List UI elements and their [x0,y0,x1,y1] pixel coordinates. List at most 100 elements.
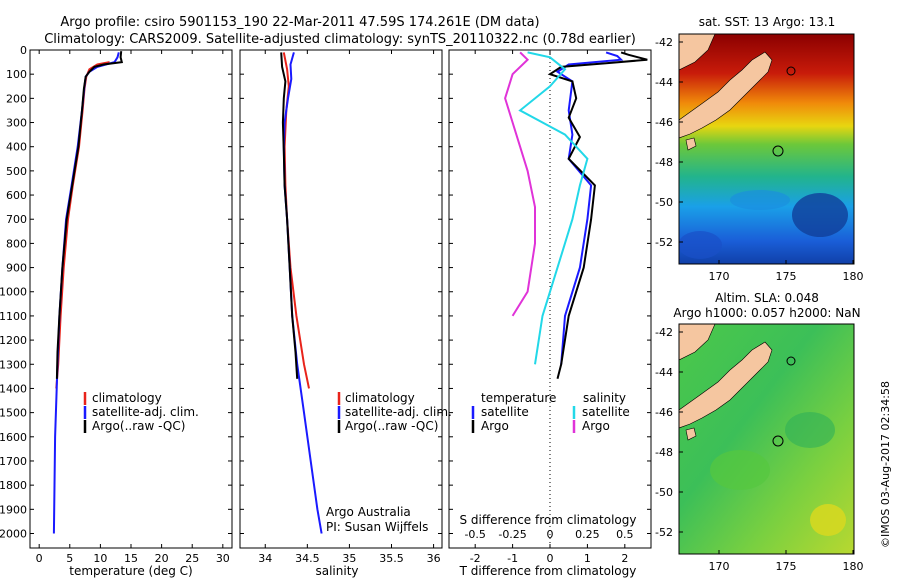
sla-map-axes: -42 -44 -46 -48 -50 -52 170 175 180 [655,326,863,573]
depth-tick-label: 1500 [0,407,27,420]
argo-location-marker [772,145,784,157]
header-line-1: Argo profile: csiro 5901153_190 22-Mar-2… [60,15,539,30]
difference-series-salinity-satellite [518,51,589,365]
difference-xtick-label: 2 [621,552,628,565]
lat-tick-label: -46 [655,116,673,129]
salinity-annotation-1: Argo Australia [326,505,411,519]
depth-tick-label: 1700 [0,455,27,468]
temperature-panel: 0 5 10 15 20 25 30 [36,50,230,565]
salinity-xtick-label: 36 [427,552,441,565]
depth-tick-label: 500 [6,165,27,178]
lat-tick-label: -50 [655,486,673,499]
legend-salinity-title: salinity [583,391,626,405]
sla-map-title-2: Argo h1000: 0.057 h2000: NaN [673,306,860,320]
legend-t-satellite: satellite [481,405,529,419]
difference-xtick-label: -2 [470,552,481,565]
lon-tick-label: 180 [843,560,864,573]
depth-tick-label: 600 [6,189,27,202]
lat-tick-label: -52 [655,526,673,539]
depth-tick-label: 1800 [0,479,27,492]
legend-climatology-label: climatology [345,391,415,405]
lat-tick-label: -48 [655,156,673,169]
depth-tick-label: 400 [6,141,27,154]
sst-map-title: sat. SST: 13 Argo: 13.1 [699,15,836,29]
depth-tick-label: 1900 [0,503,27,516]
legend-s-satellite: satellite [582,405,630,419]
depth-tick-label: 0 [20,44,27,57]
lat-tick-label: -48 [655,446,673,459]
difference-stick-label: 0.5 [616,528,634,541]
difference-xlabel: T difference from climatology [459,564,637,578]
difference-stick-label: -0.25 [498,528,526,541]
legend-t-argo: Argo [481,419,509,433]
difference-xtick-label: 1 [584,552,591,565]
lon-tick-label: 175 [776,270,797,283]
legend-s-argo: Argo [582,419,610,433]
salinity-xlabel: salinity [315,564,358,578]
difference-series-salinity-argo [504,51,536,317]
depth-tick-label: 700 [6,213,27,226]
difference-series-temperature-satellite [555,51,624,365]
difference-stick-label: -0.5 [464,528,485,541]
legend-climatology-label: climatology [92,391,162,405]
depth-axis: 0 100 200 300 400 500 600 700 800 900 1000 1100 1200… [0,44,651,540]
sla-map [679,324,854,554]
lat-tick-label: -42 [655,36,673,49]
temperature-series-argo-raw-qc- [55,51,124,379]
lon-tick-label: 175 [776,560,797,573]
difference-legend: temperature satellite Argo salinity sate… [471,391,630,433]
temperature-series-climatology [55,61,110,389]
depth-tick-label: 300 [6,117,27,130]
lon-tick-label: 170 [709,270,730,283]
salinity-xtick-label: 34.5 [295,552,320,565]
temperature-xtick-label: 10 [93,552,107,565]
depth-tick-label: 1100 [0,310,27,323]
land-south-island [679,51,773,139]
lat-tick-label: -44 [655,76,673,89]
temperature-xtick-label: 0 [36,552,43,565]
difference-xlabel-top: S difference from climatology [460,513,637,527]
legend-satellite-label: satellite-adj. clim. [345,405,452,419]
legend-satellite-label: satellite-adj. clim. [92,405,199,419]
sst-map [679,34,854,264]
temperature-series-satellite-adj-clim- [52,52,120,534]
legend-temperature-title: temperature [481,391,556,405]
legend-argo-label: Argo(..raw -QC) [345,419,438,433]
difference-xtick-label: -1 [507,552,518,565]
lat-tick-label: -52 [655,236,673,249]
depth-tick-label: 1000 [0,286,27,299]
depth-tick-label: 1300 [0,358,27,371]
salinity-series-satellite-adj-clim- [282,52,323,534]
salinity-series-argo-raw-qc- [280,52,299,379]
salinity-panel-frame [239,49,443,549]
depth-tick-label: 900 [6,262,27,275]
profile-panels: 0 5 10 15 20 25 30 34 34.5 35 35.5 36 -2 -1 0 1 2 -0.5 -0.… [36,50,648,565]
temperature-xtick-label: 25 [185,552,199,565]
lon-tick-label: 170 [709,560,730,573]
land-south-island [679,341,773,429]
salinity-xtick-label: 34 [258,552,272,565]
temperature-xtick-label: 15 [124,552,138,565]
argo-location-marker [772,435,784,447]
salinity-legend: climatology satellite-adj. clim. Argo(..… [337,391,452,433]
legend-argo-label: Argo(..raw -QC) [92,419,185,433]
temperature-xlabel: temperature (deg C) [69,564,192,578]
depth-tick-label: 1400 [0,382,27,395]
depth-tick-label: 200 [6,92,27,105]
sst-map-axes: -42 -44 -46 -48 -50 -52 170 175 180 [655,36,863,283]
imos-watermark: ©IMOS 03-Aug-2017 02:34:58 [879,381,892,548]
temperature-legend: climatology satellite-adj. clim. Argo(..… [83,391,199,433]
salinity-xtick-label: 35.5 [379,552,404,565]
depth-tick-label: 800 [6,237,27,250]
depth-tick-label: 1200 [0,334,27,347]
salinity-annotation-2: PI: Susan Wijffels [326,520,428,534]
temperature-xtick-label: 5 [66,552,73,565]
lat-tick-label: -50 [655,196,673,209]
header-line-2: Climatology: CARS2009. Satellite-adjuste… [44,32,636,47]
difference-stick-label: 0.25 [575,528,600,541]
temperature-xtick-label: 20 [155,552,169,565]
depth-tick-label: 100 [6,68,27,81]
